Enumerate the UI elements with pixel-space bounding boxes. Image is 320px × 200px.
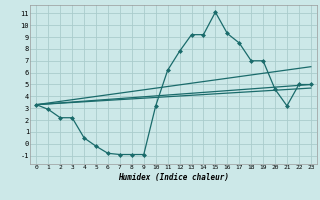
X-axis label: Humidex (Indice chaleur): Humidex (Indice chaleur) (118, 173, 229, 182)
